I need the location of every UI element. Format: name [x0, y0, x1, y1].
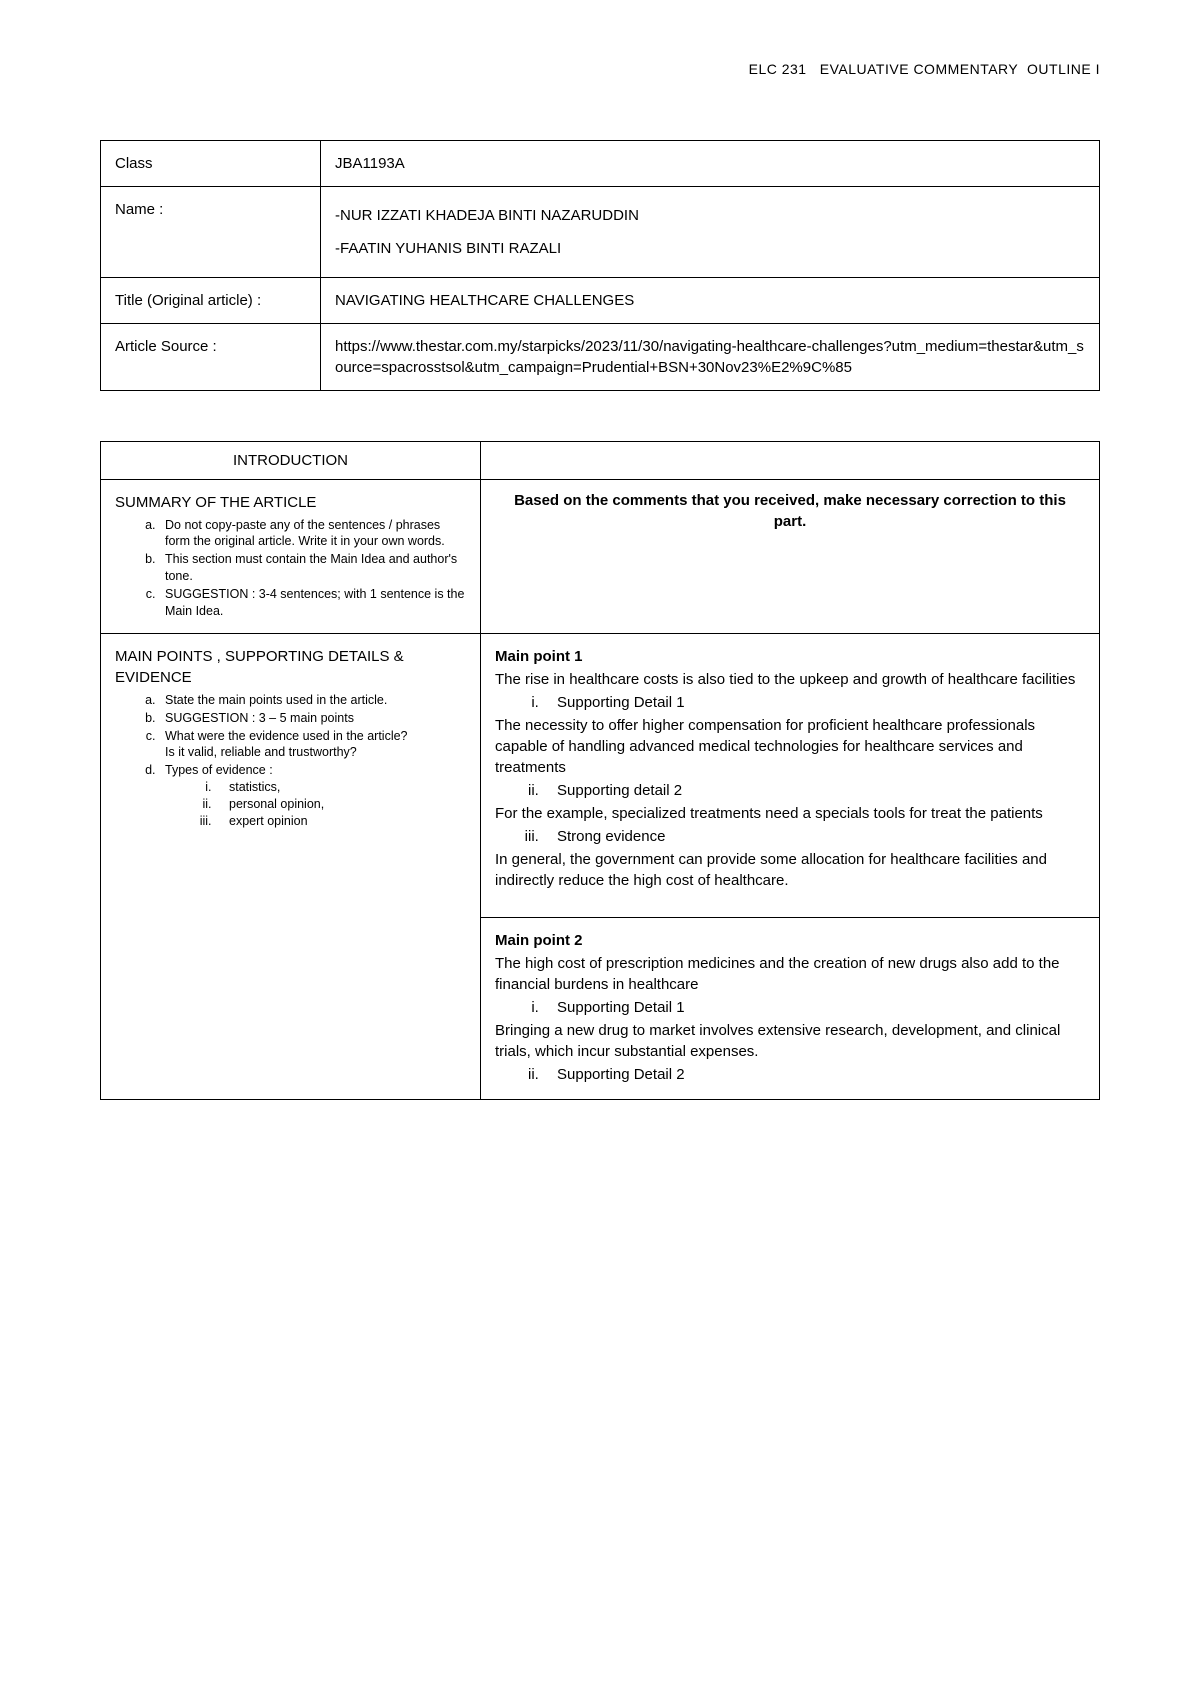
class-value: JBA1193A	[321, 140, 1100, 186]
list-item: This section must contain the Main Idea …	[159, 551, 466, 585]
mp2-text: The high cost of prescription medicines …	[495, 953, 1085, 995]
list-item: SUGGESTION : 3-4 sentences; with 1 sente…	[159, 586, 466, 620]
summary-list: Do not copy-paste any of the sentences /…	[115, 517, 466, 620]
title-label: Title (Original article) :	[101, 277, 321, 323]
mp2-sd1-text: Bringing a new drug to market involves e…	[495, 1020, 1085, 1062]
table-row: INTRODUCTION	[101, 441, 1100, 479]
mp1-detail-list-3: Strong evidence	[495, 826, 1085, 847]
se-label: Strong evidence	[543, 826, 1085, 847]
mainpoints-left: MAIN POINTS , SUPPORTING DETAILS & EVIDE…	[101, 633, 481, 1099]
table-row: MAIN POINTS , SUPPORTING DETAILS & EVIDE…	[101, 633, 1100, 917]
list-item: SUGGESTION : 3 – 5 main points	[159, 710, 466, 727]
se-text: In general, the government can provide s…	[495, 849, 1085, 891]
evidence-types-list: statistics, personal opinion, expert opi…	[165, 779, 466, 830]
list-item: personal opinion,	[215, 796, 466, 813]
mp1-text: The rise in healthcare costs is also tie…	[495, 669, 1085, 690]
name-1: -NUR IZZATI KHADEJA BINTI NAZARUDDIN	[335, 199, 1085, 232]
sd2-text: For the example, specialized treatments …	[495, 803, 1085, 824]
source-label: Article Source :	[101, 323, 321, 390]
mp2-cell: Main point 2 The high cost of prescripti…	[481, 917, 1100, 1099]
mp2-title: Main point 2	[495, 930, 1085, 951]
class-label: Class	[101, 140, 321, 186]
mp1-detail-list: Supporting Detail 1	[495, 692, 1085, 713]
sd2-label: Supporting detail 2	[543, 780, 1085, 801]
summary-right-note: Based on the comments that you received,…	[481, 479, 1100, 633]
list-item: Types of evidence : statistics, personal…	[159, 762, 466, 830]
mp2-sd1-label: Supporting Detail 1	[543, 997, 1085, 1018]
content-table: INTRODUCTION SUMMARY OF THE ARTICLE Do n…	[100, 441, 1100, 1100]
mp2-detail-list-2: Supporting Detail 2	[495, 1064, 1085, 1085]
summary-left: SUMMARY OF THE ARTICLE Do not copy-paste…	[101, 479, 481, 633]
mp1-cell: Main point 1 The rise in healthcare cost…	[481, 633, 1100, 917]
mp2-sd2-label: Supporting Detail 2	[543, 1064, 1085, 1085]
types-label: Types of evidence :	[165, 763, 273, 777]
mainpoints-title: MAIN POINTS , SUPPORTING DETAILS & EVIDE…	[115, 646, 466, 688]
list-item: Do not copy-paste any of the sentences /…	[159, 517, 466, 551]
list-item: statistics,	[215, 779, 466, 796]
source-value: https://www.thestar.com.my/starpicks/202…	[321, 323, 1100, 390]
table-row: Class JBA1193A	[101, 140, 1100, 186]
summary-title: SUMMARY OF THE ARTICLE	[115, 492, 466, 513]
table-row: SUMMARY OF THE ARTICLE Do not copy-paste…	[101, 479, 1100, 633]
page-header: ELC 231 EVALUATIVE COMMENTARY OUTLINE I	[100, 60, 1100, 80]
table-row: Title (Original article) : NAVIGATING HE…	[101, 277, 1100, 323]
list-item: expert opinion	[215, 813, 466, 830]
name-values: -NUR IZZATI KHADEJA BINTI NAZARUDDIN -FA…	[321, 186, 1100, 277]
validity-note: Is it valid, reliable and trustworthy?	[165, 744, 466, 761]
name-2: -FAATIN YUHANIS BINTI RAZALI	[335, 232, 1085, 265]
table-row: Article Source : https://www.thestar.com…	[101, 323, 1100, 390]
mainpoints-list: State the main points used in the articl…	[115, 692, 466, 830]
table-row: Name : -NUR IZZATI KHADEJA BINTI NAZARUD…	[101, 186, 1100, 277]
sd1-text: The necessity to offer higher compensati…	[495, 715, 1085, 778]
list-item: State the main points used in the articl…	[159, 692, 466, 709]
list-item: What were the evidence used in the artic…	[159, 728, 466, 762]
title-value: NAVIGATING HEALTHCARE CHALLENGES	[321, 277, 1100, 323]
sd1-label: Supporting Detail 1	[543, 692, 1085, 713]
name-label: Name :	[101, 186, 321, 277]
empty-cell	[481, 441, 1100, 479]
mp1-detail-list-2: Supporting detail 2	[495, 780, 1085, 801]
intro-header: INTRODUCTION	[101, 441, 481, 479]
evidence-q: What were the evidence used in the artic…	[165, 729, 408, 743]
meta-table: Class JBA1193A Name : -NUR IZZATI KHADEJ…	[100, 140, 1100, 391]
mp2-detail-list: Supporting Detail 1	[495, 997, 1085, 1018]
mp1-title: Main point 1	[495, 646, 1085, 667]
